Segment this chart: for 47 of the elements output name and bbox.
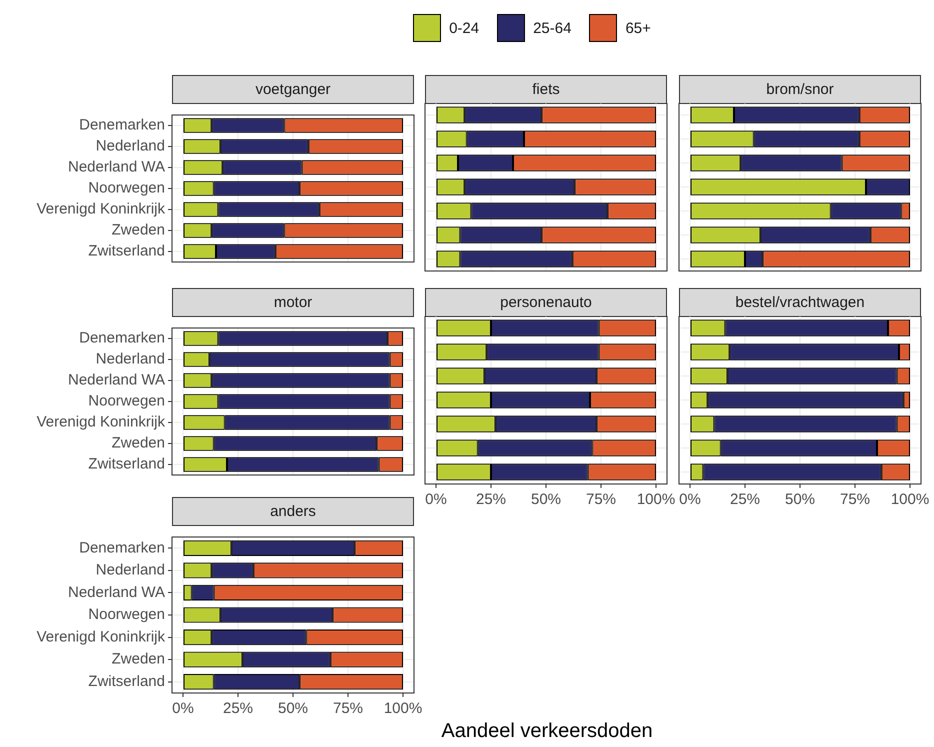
- chart-title: anders: [172, 497, 414, 526]
- chart-title: fiets: [425, 75, 667, 104]
- y-tick-label: Denemarken: [79, 539, 165, 556]
- x-tick-label: 0%: [172, 700, 194, 718]
- x-tick-label: 25%: [730, 491, 760, 508]
- x-tick-label: 50%: [784, 491, 816, 508]
- chart-title: brom/snor: [679, 75, 921, 104]
- chart-title: motor: [172, 288, 414, 317]
- y-tick-label: Nederland WA: [68, 584, 165, 601]
- y-tick-label: Noorwegen: [88, 392, 165, 410]
- y-tick-label: Zwitserland: [88, 673, 165, 690]
- legend-label: 0-24: [449, 20, 480, 36]
- y-tick-label: Zwitserland: [88, 456, 165, 473]
- y-tick-label: Denemarken: [79, 116, 165, 134]
- x-tick-label: 100%: [890, 491, 930, 508]
- y-tick-label: Nederland: [96, 350, 165, 368]
- chart-title: voetganger: [172, 75, 414, 104]
- x-tick-label: 25%: [476, 491, 506, 508]
- x-tick-label: 75%: [586, 491, 616, 508]
- y-tick-label: Verenigd Koninkrijk: [36, 414, 166, 431]
- x-tick-label: 25%: [222, 700, 254, 718]
- y-tick-label: Verenigd Koninkrijk: [36, 200, 166, 218]
- y-tick-label: Nederland WA: [68, 158, 165, 176]
- chart-title: bestel/vrachtwagen: [679, 288, 921, 317]
- x-tick-label: 0%: [425, 491, 447, 508]
- y-tick-label: Zwitserland: [88, 242, 165, 260]
- y-tick-label: Zweden: [112, 650, 165, 668]
- y-tick-label: Verenigd Koninkrijk: [36, 628, 166, 646]
- x-axis-title: Aandeel verkeersdoden: [440, 720, 654, 743]
- x-tick-label: 75%: [332, 700, 364, 718]
- y-tick-label: Zweden: [112, 434, 165, 452]
- x-tick-label: 75%: [840, 491, 870, 508]
- x-tick-label: 50%: [278, 700, 308, 718]
- chart-title: personenauto: [425, 288, 667, 317]
- legend-label: 25-64: [533, 20, 572, 36]
- x-tick-label: 100%: [636, 491, 676, 508]
- y-tick-label: Noorwegen: [88, 180, 165, 197]
- y-tick-label: Nederland: [96, 138, 165, 155]
- x-tick-label: 100%: [384, 700, 422, 718]
- y-tick-label: Nederland WA: [68, 372, 165, 389]
- y-tick-label: Denemarken: [79, 330, 165, 347]
- x-tick-label: 50%: [530, 491, 562, 508]
- legend-label: 65+: [625, 20, 651, 36]
- y-tick-label: Nederland: [96, 562, 165, 579]
- y-tick-label: Zweden: [112, 222, 165, 239]
- y-tick-label: Noorwegen: [88, 606, 165, 624]
- x-tick-label: 0%: [679, 491, 701, 508]
